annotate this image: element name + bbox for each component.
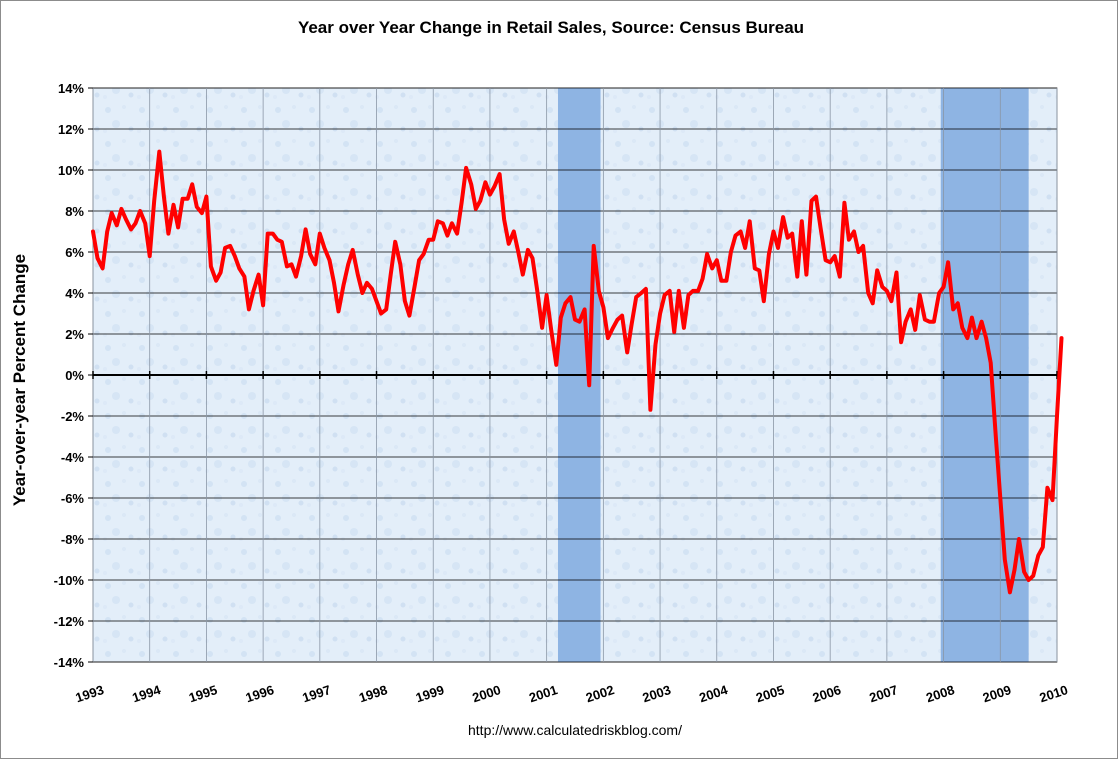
y-tick-label: -10% [54, 573, 85, 588]
axes [88, 87, 1058, 663]
y-tick-label: 2% [65, 327, 84, 342]
x-tick-labels: 1993 1994 1995 1996 1997 1998 1999 2000 2001 2002… [74, 682, 1070, 705]
x-tick-label: 1999 [414, 682, 446, 705]
x-tick-label: 1996 [244, 682, 276, 705]
source-note: http://www.calculatedriskblog.com/ [468, 722, 682, 738]
y-tick-label: 4% [65, 286, 84, 301]
series-layer [91, 149, 1064, 595]
x-tick-label: 2006 [811, 682, 843, 705]
x-tick-label: 1998 [357, 682, 389, 705]
x-tick-label: 2004 [697, 682, 730, 705]
x-tick-label: 1994 [130, 682, 163, 705]
y-tick-label: -12% [54, 614, 85, 629]
y-tick-label: -8% [61, 532, 85, 547]
y-tick-label: 6% [65, 245, 84, 260]
x-tick-label: 1997 [300, 682, 332, 705]
x-tick-label: 2001 [527, 682, 559, 705]
series-line-1 [91, 149, 1064, 595]
y-tick-label: 8% [65, 204, 84, 219]
y-tick-label: 12% [58, 122, 84, 137]
chart-title: Year over Year Change in Retail Sales, S… [297, 18, 805, 37]
x-tick-label: 2003 [641, 682, 673, 705]
y-tick-label: 0% [65, 368, 84, 383]
x-tick-label: 2010 [1038, 682, 1070, 705]
x-tick-label: 2008 [924, 682, 956, 705]
y-tick-label: -4% [61, 450, 85, 465]
x-tick-label: 2005 [754, 682, 786, 705]
x-tick-label: 2002 [584, 682, 616, 705]
x-tick-label: 2000 [470, 682, 502, 705]
y-tick-label: -6% [61, 491, 85, 506]
y-tick-label: -14% [54, 655, 85, 670]
x-tick-label: 2007 [867, 682, 899, 705]
y-tick-labels: 14% 12% 10% 8% 6% 4% 2% 0% -2% -4% -6% -8% -10% -12% -… [54, 81, 85, 670]
y-tick-label: 14% [58, 81, 84, 96]
x-tick-label: 2009 [981, 682, 1013, 705]
x-tick-label: 1993 [74, 682, 106, 705]
y-tick-label: 10% [58, 163, 84, 178]
y-tick-label: -2% [61, 409, 85, 424]
x-tick-label: 1995 [187, 682, 219, 705]
